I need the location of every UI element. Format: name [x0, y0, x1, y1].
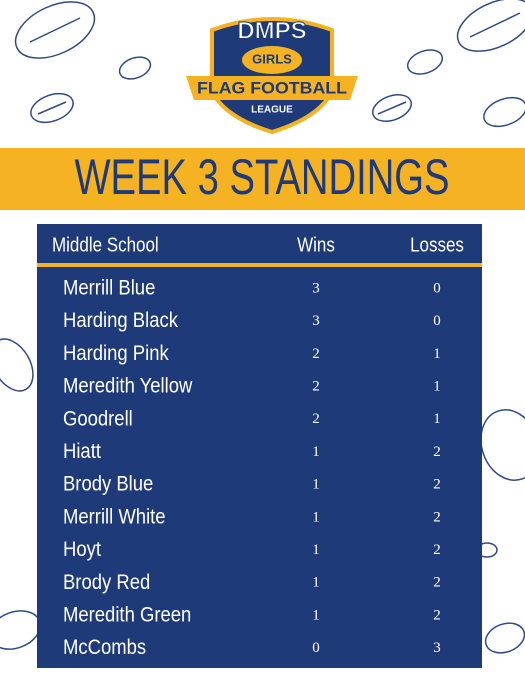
school-name: Harding Black — [63, 309, 178, 332]
losses: 2 — [433, 575, 441, 591]
wins: 2 — [312, 411, 320, 427]
school-name: Meredith Yellow — [63, 375, 193, 398]
logo: DMPS GIRLS FLAG FOOTBALL LEAGUE — [186, 17, 358, 135]
table: Middle School Wins Losses Merrill Blue 3 0 Har… — [52, 233, 464, 660]
wins: 2 — [312, 346, 320, 362]
losses: 2 — [433, 509, 441, 525]
school-name: Brody Blue — [63, 473, 153, 496]
title: WEEK 3 STANDINGS — [75, 149, 450, 205]
school-name: Meredith Green — [63, 603, 191, 626]
wins: 1 — [312, 477, 320, 493]
school-name: Merrill White — [63, 505, 166, 528]
header-cell: Losses — [410, 233, 464, 256]
school-name: Hiatt — [63, 440, 101, 463]
header-cell: Middle School — [52, 233, 159, 256]
losses: 0 — [433, 280, 441, 296]
school-name: Brody Red — [63, 571, 150, 594]
header-rule — [37, 263, 482, 267]
losses: 1 — [433, 379, 441, 395]
losses: 3 — [433, 640, 441, 656]
school-name: McCombs — [63, 636, 146, 659]
school-name: Harding Pink — [63, 342, 169, 365]
header-cell: Wins — [297, 233, 335, 256]
losses: 2 — [433, 477, 441, 493]
losses: 1 — [433, 411, 441, 427]
logo-banner: FLAG FOOTBALL — [197, 78, 347, 97]
wins: 2 — [312, 379, 320, 395]
losses: 2 — [433, 444, 441, 460]
wins: 1 — [312, 444, 320, 460]
logo-top: DMPS — [237, 17, 306, 44]
losses: 0 — [433, 313, 441, 329]
wins: 3 — [312, 280, 320, 296]
losses: 2 — [433, 607, 441, 623]
football-doodles — [0, 0, 525, 654]
wins: 1 — [312, 607, 320, 623]
wins: 1 — [312, 542, 320, 558]
losses: 2 — [433, 542, 441, 558]
losses: 1 — [433, 346, 441, 362]
school-name: Hoyt — [63, 538, 101, 561]
school-name: Merrill Blue — [63, 276, 155, 299]
logo-bottom: LEAGUE — [251, 105, 293, 116]
wins: 0 — [312, 640, 320, 656]
school-name: Goodrell — [63, 407, 133, 430]
table-panel — [37, 224, 482, 668]
wins: 3 — [312, 313, 320, 329]
wins: 1 — [312, 509, 320, 525]
title-band — [0, 148, 525, 210]
wins: 1 — [312, 575, 320, 591]
logo-badge: GIRLS — [252, 51, 292, 66]
